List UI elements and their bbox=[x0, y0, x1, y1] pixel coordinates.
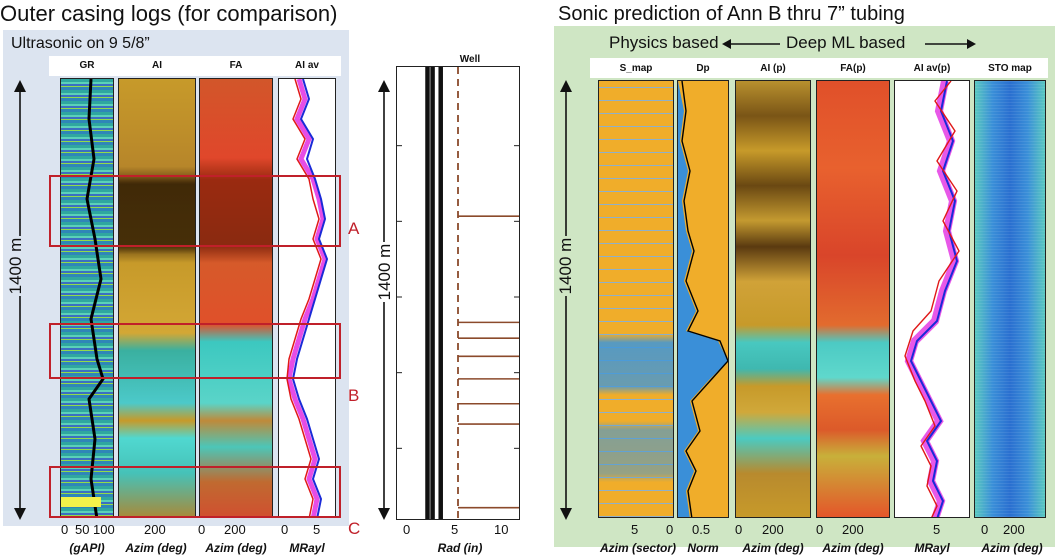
track-dp bbox=[677, 80, 729, 518]
box-c bbox=[49, 466, 341, 518]
track-label-gr: GR bbox=[79, 60, 95, 71]
right-header-strip bbox=[590, 58, 1048, 78]
well-tick-10: 10 bbox=[494, 522, 509, 537]
ai-tick-200: 200 bbox=[144, 522, 166, 537]
track-label-fa-p: FA(p) bbox=[840, 63, 866, 74]
track-label-ai: AI bbox=[152, 60, 162, 71]
fap-tick-0: 0 bbox=[816, 522, 824, 537]
aiav-unit: MRayl bbox=[289, 541, 325, 555]
track-ai bbox=[118, 78, 196, 518]
track-ai-av bbox=[278, 78, 336, 518]
gr-unit: (gAPI) bbox=[69, 541, 105, 555]
middle-depth-label: 1400 m bbox=[375, 242, 395, 302]
track-gr bbox=[60, 78, 114, 518]
sto-tick-0: 0 bbox=[981, 522, 989, 537]
track-label-sto-map: STO map bbox=[988, 63, 1032, 74]
aip-unit: Azim (deg) bbox=[742, 541, 804, 555]
right-depth-arrow bbox=[560, 80, 572, 520]
right-title: Sonic prediction of Ann B thru 7” tubing bbox=[558, 3, 905, 25]
aiav-tick-0: 0 bbox=[281, 522, 289, 537]
right-depth-label: 1400 m bbox=[556, 236, 576, 296]
well-xlabel: Rad (in) bbox=[437, 541, 483, 555]
aip-tick-200: 200 bbox=[762, 522, 784, 537]
well-tick-5: 5 bbox=[451, 522, 459, 537]
sto-tick-200: 200 bbox=[1003, 522, 1025, 537]
track-fa bbox=[199, 78, 273, 518]
left-depth-label: 1400 m bbox=[6, 236, 26, 296]
aiav-tick-5: 5 bbox=[313, 522, 321, 537]
gr-tick-50: 50 bbox=[75, 522, 90, 537]
left-depth-arrow bbox=[14, 80, 26, 520]
box-b bbox=[49, 323, 341, 379]
track-label-dp: Dp bbox=[696, 63, 710, 74]
deepml-label: Deep ML based bbox=[786, 33, 906, 52]
well-title: Well bbox=[459, 54, 481, 65]
fa-tick-200: 200 bbox=[224, 522, 246, 537]
track-label-ai-av: AI av bbox=[295, 60, 319, 71]
box-label-b: B bbox=[348, 386, 360, 405]
aip-tick-0: 0 bbox=[735, 522, 743, 537]
fap-tick-200: 200 bbox=[842, 522, 864, 537]
aiavp-unit: MRayl bbox=[914, 541, 950, 555]
gr-tick-0: 0 bbox=[61, 522, 69, 537]
aiavp-tick-5: 5 bbox=[933, 522, 941, 537]
track-label-ai-p: AI (p) bbox=[760, 63, 786, 74]
ai-unit: Azim (deg) bbox=[125, 541, 187, 555]
smap-tick-5: 5 bbox=[631, 522, 639, 537]
fap-unit: Azim (deg) bbox=[822, 541, 884, 555]
track-s-map bbox=[598, 80, 674, 518]
physics-label: Physics based bbox=[609, 33, 719, 52]
track-sto-map bbox=[974, 80, 1046, 518]
well-schematic bbox=[396, 66, 520, 520]
fa-unit: Azim (deg) bbox=[205, 541, 267, 555]
left-subtitle: Ultrasonic on 9 5/8” bbox=[11, 35, 150, 52]
track-ai-p bbox=[735, 80, 811, 518]
fa-tick-0: 0 bbox=[198, 522, 206, 537]
left-title: Outer casing logs (for comparison) bbox=[0, 1, 338, 26]
sto-unit: Azim (deg) bbox=[981, 541, 1043, 555]
left-header-strip bbox=[49, 56, 341, 76]
box-a bbox=[49, 175, 341, 247]
box-label-c: C bbox=[348, 519, 361, 538]
smap-unit: Azim (sector) bbox=[599, 541, 676, 555]
physics-deepml-arrows bbox=[722, 39, 976, 49]
well-tick-0: 0 bbox=[403, 522, 411, 537]
track-ai-av-p bbox=[894, 80, 970, 518]
gr-tick-100: 100 bbox=[93, 522, 115, 537]
track-label-fa: FA bbox=[229, 60, 243, 71]
track-label-s-map: S_map bbox=[619, 63, 653, 74]
dp-unit: Norm bbox=[687, 541, 719, 555]
smap-tick-0: 0 bbox=[666, 522, 674, 537]
box-label-a: A bbox=[348, 219, 360, 238]
track-label-ai-av-p: AI av(p) bbox=[913, 63, 951, 74]
dp-tick-05: 0.5 bbox=[692, 522, 711, 537]
track-fa-p bbox=[816, 80, 890, 518]
